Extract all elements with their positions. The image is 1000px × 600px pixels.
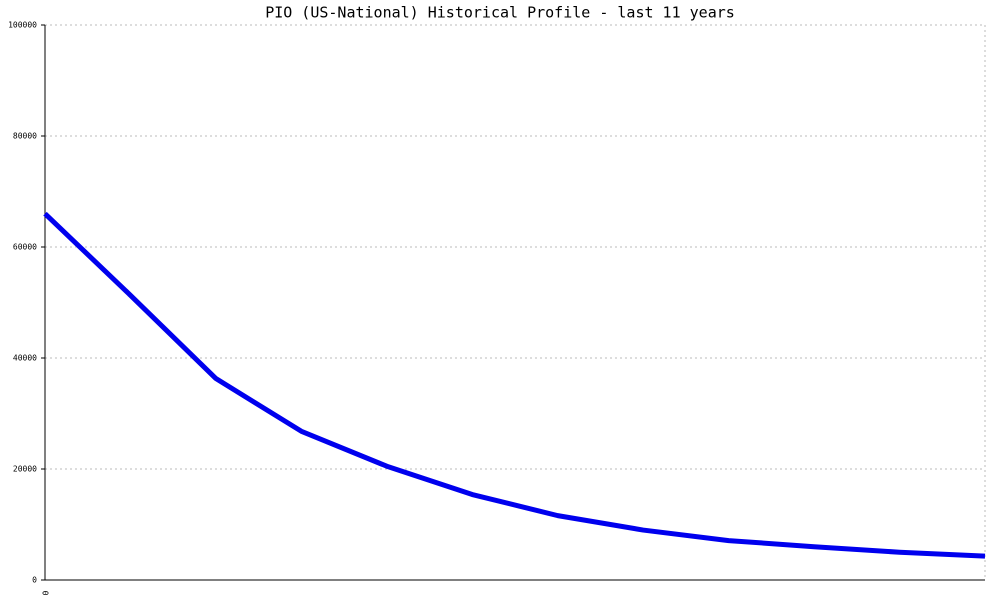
y-tick-label: 0 [32,576,37,585]
x-tick-label: 0 [41,591,50,596]
line [43,211,986,559]
y-tick-label: 20000 [13,465,37,474]
y-tick-label: 100000 [8,21,37,30]
y-tick-label: 60000 [13,243,37,252]
y-tick-label: 40000 [13,354,37,363]
y-tick-label: 80000 [13,132,37,141]
chart-title: PIO (US-National) Historical Profile - l… [265,4,735,22]
